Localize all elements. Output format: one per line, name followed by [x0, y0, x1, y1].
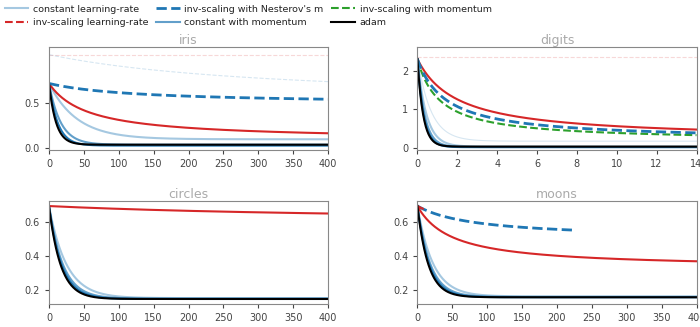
Title: digits: digits: [540, 34, 574, 47]
Legend: constant learning-rate, inv-scaling learning-rate, inv-scaling with Nesterov's m: constant learning-rate, inv-scaling lear…: [5, 5, 491, 27]
Title: circles: circles: [169, 188, 209, 201]
Title: moons: moons: [536, 188, 578, 201]
Title: iris: iris: [179, 34, 198, 47]
